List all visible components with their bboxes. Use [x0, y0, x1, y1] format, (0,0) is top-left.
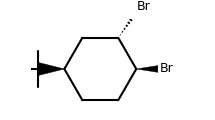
- Polygon shape: [136, 66, 158, 72]
- Polygon shape: [38, 62, 64, 76]
- Text: Br: Br: [137, 0, 151, 13]
- Text: Br: Br: [159, 63, 173, 75]
